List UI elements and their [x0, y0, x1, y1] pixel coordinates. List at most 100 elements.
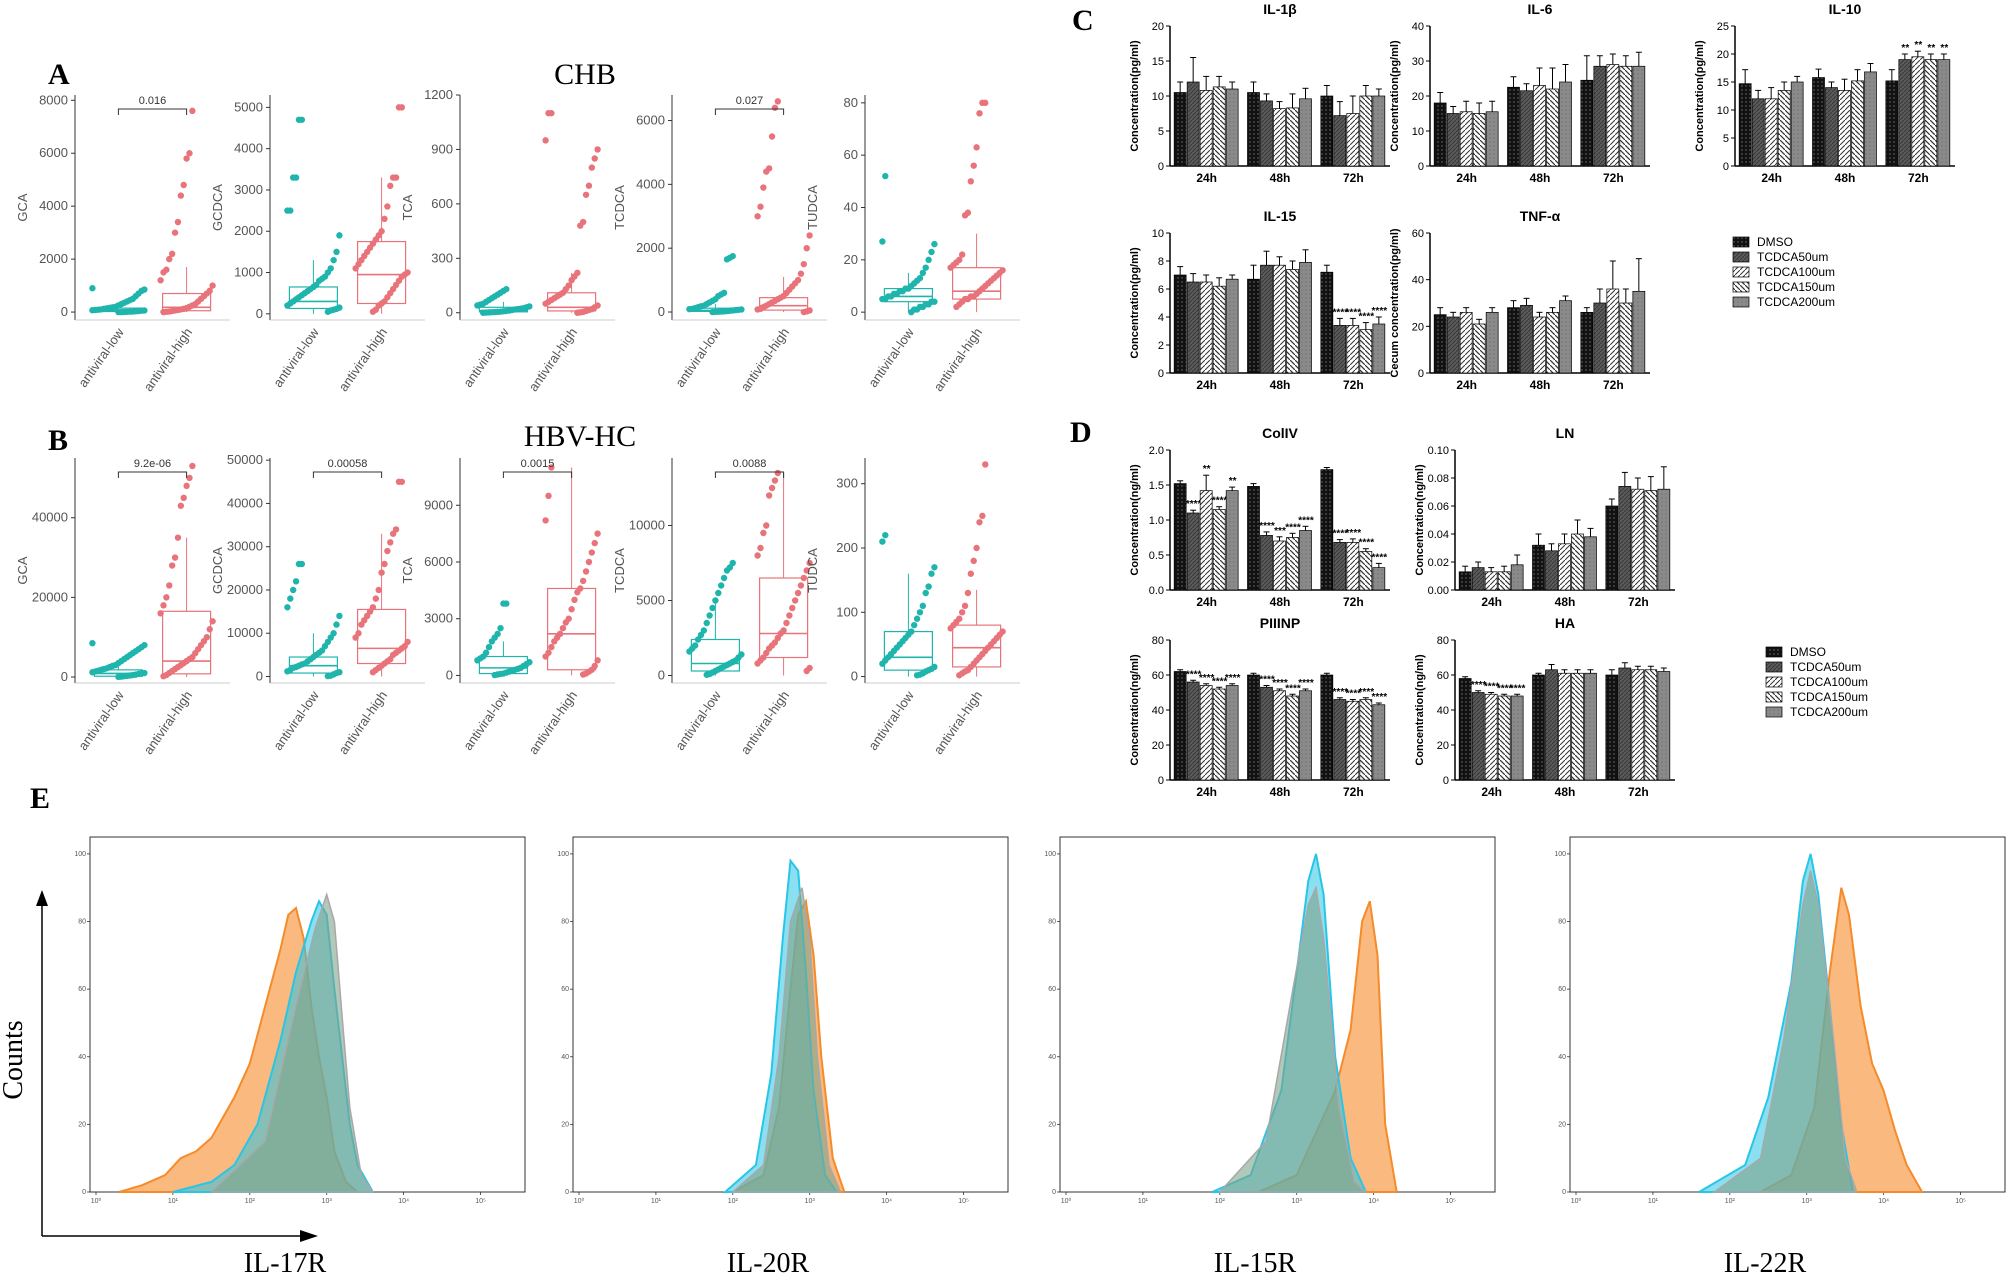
bar: [1446, 113, 1460, 167]
data-point-high: [168, 250, 176, 258]
bar: [1631, 488, 1645, 591]
data-point-high: [174, 218, 182, 226]
x-tick-label: 10³: [1292, 1198, 1303, 1205]
data-point-high: [375, 586, 382, 594]
data-point-high: [381, 560, 388, 568]
significance-bracket: [117, 108, 188, 115]
y-tick-label: 10000: [227, 625, 263, 640]
bar: [1333, 542, 1347, 591]
y-tick-label: 40: [78, 1054, 86, 1061]
data-point-high: [574, 589, 581, 596]
data-point-low: [879, 238, 886, 245]
data-point-high: [763, 522, 770, 529]
bar: [1225, 88, 1239, 167]
x-tick-label: 10¹: [168, 1198, 179, 1205]
data-point-high: [387, 539, 394, 546]
bar: [1212, 688, 1226, 781]
data-point-high: [979, 512, 986, 520]
bar: [1485, 111, 1499, 167]
histogram-grey: [730, 887, 842, 1193]
y-tick-label: 0: [851, 669, 858, 684]
data-point-high: [574, 309, 581, 316]
data-point-low: [723, 256, 731, 263]
y-axis-label: TUDCA: [805, 548, 820, 593]
y-tick-label: 20: [1048, 1121, 1056, 1128]
bar: [1333, 699, 1347, 781]
legend-swatch: [1732, 281, 1750, 293]
data-point-high: [160, 673, 167, 680]
bar: [1372, 704, 1386, 781]
bar: [1260, 535, 1273, 591]
bar: [1459, 311, 1473, 374]
x-tick-label: 48h: [1530, 171, 1551, 185]
bar: [1320, 95, 1334, 167]
bar: [1632, 65, 1646, 167]
bar: [1459, 111, 1473, 167]
data-point-high: [961, 602, 969, 610]
bar: [1924, 59, 1938, 167]
y-tick-label: 60: [1558, 986, 1566, 993]
data-point-high: [947, 264, 954, 271]
y-tick-label: 1.5: [1149, 480, 1164, 492]
y-tick-label: 60: [1412, 228, 1424, 240]
data-point-low: [284, 207, 291, 214]
panel-letter-c: C: [1072, 4, 1094, 37]
x-tick-label: 72h: [1343, 171, 1364, 185]
y-tick-label: 6000: [636, 113, 665, 128]
bar: [1558, 543, 1571, 591]
bar: [1812, 77, 1825, 167]
y-tick-label: 40: [561, 1054, 569, 1061]
y-tick-label: 9000: [424, 497, 453, 512]
bar: [1632, 290, 1646, 374]
x-axis-label: IL-17R: [244, 1248, 327, 1279]
significance-stars: ****: [1285, 522, 1301, 533]
y-tick-label: 80: [1152, 635, 1164, 647]
bar: [1520, 304, 1533, 374]
y-tick-label: 20: [561, 1121, 569, 1128]
bar: [1790, 81, 1804, 167]
data-point-low: [289, 174, 297, 181]
y-axis-label: Concentration(pg/ml): [1694, 40, 1706, 152]
x-tick-label: 72h: [1343, 378, 1364, 392]
boxplot-tudca: 0 100 200 300 TUDCA antiviral-low antiviral-hi…: [805, 458, 1020, 757]
bar: [1359, 551, 1373, 591]
data-point-high: [768, 484, 776, 492]
bar: [1260, 264, 1273, 374]
y-tick-label: 0: [446, 667, 453, 682]
x-tick-label: antiviral-low: [270, 688, 322, 753]
bar: [1838, 90, 1851, 167]
data-point-low: [925, 583, 932, 590]
data-point-high: [160, 602, 167, 609]
bar: [1584, 536, 1597, 591]
data-point-high: [958, 609, 966, 616]
y-tick-label: 4000: [636, 176, 665, 191]
data-point-low: [491, 671, 498, 679]
y-tick-label: 20000: [32, 589, 68, 604]
bar: [1533, 85, 1546, 167]
bar: [1346, 542, 1360, 591]
bar: [1433, 314, 1447, 374]
y-axis-label: Concentration(ng/ml): [1129, 464, 1141, 576]
significance-stars: ****: [1186, 669, 1202, 680]
data-point-low: [333, 621, 340, 628]
y-tick-label: 80: [1437, 635, 1449, 647]
y-tick-label: 40: [1152, 705, 1164, 717]
legend-swatch: [1765, 706, 1783, 718]
data-point-low: [295, 560, 303, 568]
chart-title: LN: [1556, 425, 1575, 441]
legend: DMSOTCDCA50umTCDCA100umTCDCA150umTCDCA20…: [1732, 235, 1835, 309]
y-tick-label: 40: [1558, 1054, 1566, 1061]
y-tick-label: 40: [1412, 275, 1424, 287]
bar: [1825, 87, 1838, 167]
box-high: [951, 624, 1002, 668]
bar: [1247, 674, 1260, 781]
x-tick-label: 48h: [1555, 785, 1576, 799]
y-tick-label: 5: [1723, 133, 1729, 145]
bar: [1618, 667, 1632, 781]
barchart-0: IL-1β 0 5 10 15 20 Concentration(pg/ml) 24h 48h 7…: [1129, 1, 1390, 185]
bar: [1286, 695, 1299, 781]
data-point-high: [177, 192, 185, 199]
bar: [1186, 281, 1200, 374]
bar: [1497, 571, 1511, 591]
y-tick-label: 0: [1158, 775, 1164, 787]
